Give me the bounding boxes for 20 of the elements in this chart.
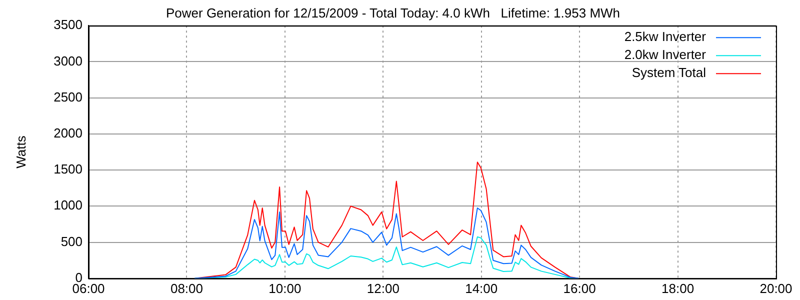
x-tick-label: 12:00	[366, 280, 400, 296]
legend-label: 2.0kw Inverter	[624, 47, 707, 62]
y-axis-title: Watts	[13, 135, 28, 168]
y-tick-label: 1500	[54, 162, 83, 177]
chart-title: Power Generation for 12/15/2009 - Total Today: 4.0 kWh Lifetime: 1.953 MWh	[166, 5, 620, 20]
y-tick-label: 3000	[54, 53, 83, 68]
legend-label: System Total	[632, 65, 706, 80]
x-tick-label: 08:00	[170, 280, 204, 296]
y-tick-label: 0	[75, 270, 83, 285]
y-tick-label: 1000	[54, 198, 83, 213]
x-tick-label: 20:00	[760, 280, 792, 296]
x-tick-label: 18:00	[662, 280, 694, 296]
legend-label: 2.5kw Inverter	[624, 29, 707, 44]
x-tick-label: 10:00	[268, 280, 302, 296]
y-tick-label: 500	[60, 234, 83, 249]
x-tick-label: 14:00	[465, 280, 498, 296]
y-tick-label: 3500	[54, 17, 83, 32]
y-tick-label: 2500	[54, 89, 83, 104]
y-tick-label: 2000	[54, 126, 83, 141]
x-tick-label: 16:00	[563, 280, 596, 296]
